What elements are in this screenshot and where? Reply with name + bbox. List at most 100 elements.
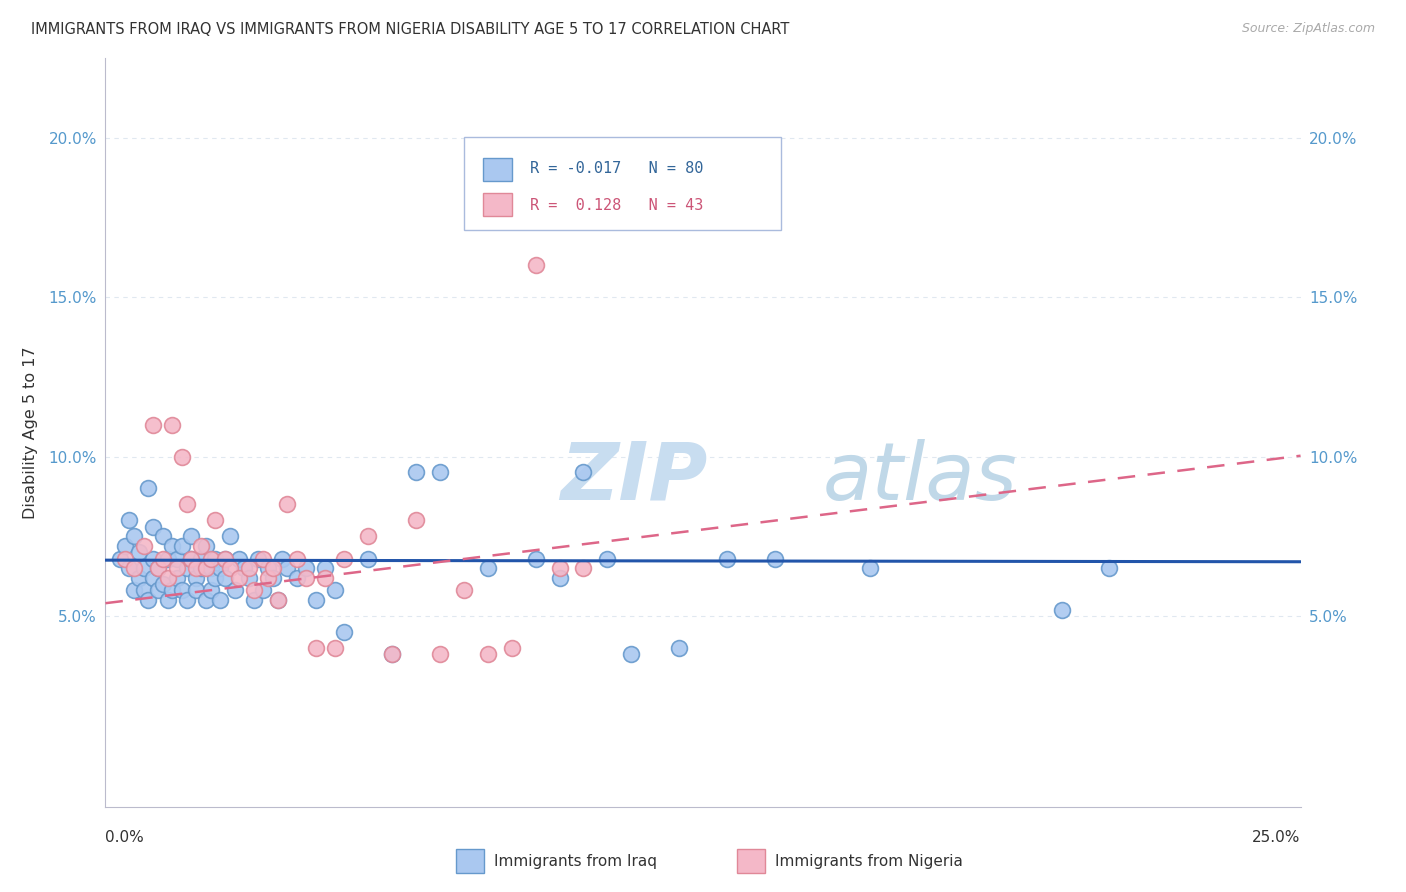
Point [429, 647, 451, 661]
Point [257, 561, 280, 575]
Point [118, 513, 141, 527]
Point [128, 571, 150, 585]
Point [190, 551, 212, 566]
FancyBboxPatch shape [464, 136, 780, 230]
Point [405, 466, 427, 480]
Point [524, 551, 547, 566]
Point [166, 561, 188, 575]
Point [146, 561, 169, 575]
Point [429, 466, 451, 480]
Point [333, 624, 356, 639]
Point [233, 561, 256, 575]
Point [200, 561, 222, 575]
Point [162, 417, 184, 432]
Text: Immigrants from Iraq: Immigrants from Iraq [494, 854, 657, 869]
Text: atlas: atlas [823, 439, 1018, 516]
Point [176, 593, 198, 607]
Point [218, 529, 240, 543]
Point [156, 593, 179, 607]
Text: 25.0%: 25.0% [1253, 830, 1301, 845]
Point [118, 561, 141, 575]
Point [194, 593, 217, 607]
Point [176, 561, 198, 575]
Point [242, 593, 264, 607]
Point [763, 551, 786, 566]
Point [333, 551, 356, 566]
Point [108, 551, 131, 566]
Point [152, 577, 174, 591]
Point [114, 539, 136, 553]
Point [257, 571, 280, 585]
FancyBboxPatch shape [484, 194, 512, 216]
Point [194, 561, 217, 575]
Point [242, 583, 264, 598]
Text: R = -0.017   N = 80: R = -0.017 N = 80 [530, 161, 703, 176]
Point [596, 551, 619, 566]
Point [214, 571, 236, 585]
Point [247, 551, 270, 566]
Point [180, 551, 202, 566]
Point [572, 561, 595, 575]
Point [477, 647, 499, 661]
Point [548, 571, 571, 585]
Point [716, 551, 738, 566]
Point [209, 561, 232, 575]
Point [122, 583, 145, 598]
Point [381, 647, 404, 661]
Point [238, 561, 260, 575]
Point [138, 593, 160, 607]
Point [228, 551, 250, 566]
Point [162, 583, 184, 598]
Point [142, 519, 165, 533]
Point [146, 561, 169, 575]
Point [314, 561, 336, 575]
Point [114, 551, 136, 566]
Point [146, 583, 169, 598]
Point [166, 571, 188, 585]
Point [180, 529, 202, 543]
Point [218, 561, 240, 575]
Point [122, 561, 145, 575]
Point [186, 583, 208, 598]
Text: R =  0.128   N = 43: R = 0.128 N = 43 [530, 198, 703, 213]
Point [323, 640, 346, 655]
Point [186, 571, 208, 585]
Point [252, 583, 274, 598]
Text: ZIP: ZIP [560, 439, 707, 516]
Point [323, 583, 346, 598]
Point [132, 539, 155, 553]
Text: Immigrants from Nigeria: Immigrants from Nigeria [775, 854, 963, 869]
Point [204, 513, 226, 527]
Point [668, 640, 690, 655]
Point [190, 561, 212, 575]
Point [176, 497, 198, 511]
Point [170, 539, 193, 553]
Point [190, 539, 212, 553]
Point [477, 561, 499, 575]
Point [138, 482, 160, 496]
Point [314, 571, 336, 585]
Point [238, 571, 260, 585]
Point [128, 545, 150, 559]
Point [142, 417, 165, 432]
Point [142, 551, 165, 566]
Point [405, 513, 427, 527]
Point [204, 571, 226, 585]
Point [357, 529, 380, 543]
Point [266, 593, 288, 607]
Point [548, 561, 571, 575]
Point [262, 561, 284, 575]
Point [295, 571, 318, 585]
Point [1050, 602, 1073, 616]
Point [453, 583, 475, 598]
Point [132, 583, 155, 598]
Point [162, 539, 184, 553]
Point [620, 647, 643, 661]
Point [170, 583, 193, 598]
Point [142, 571, 165, 585]
Point [186, 561, 208, 575]
Point [122, 529, 145, 543]
FancyBboxPatch shape [484, 158, 512, 181]
Point [305, 640, 328, 655]
Point [204, 551, 226, 566]
